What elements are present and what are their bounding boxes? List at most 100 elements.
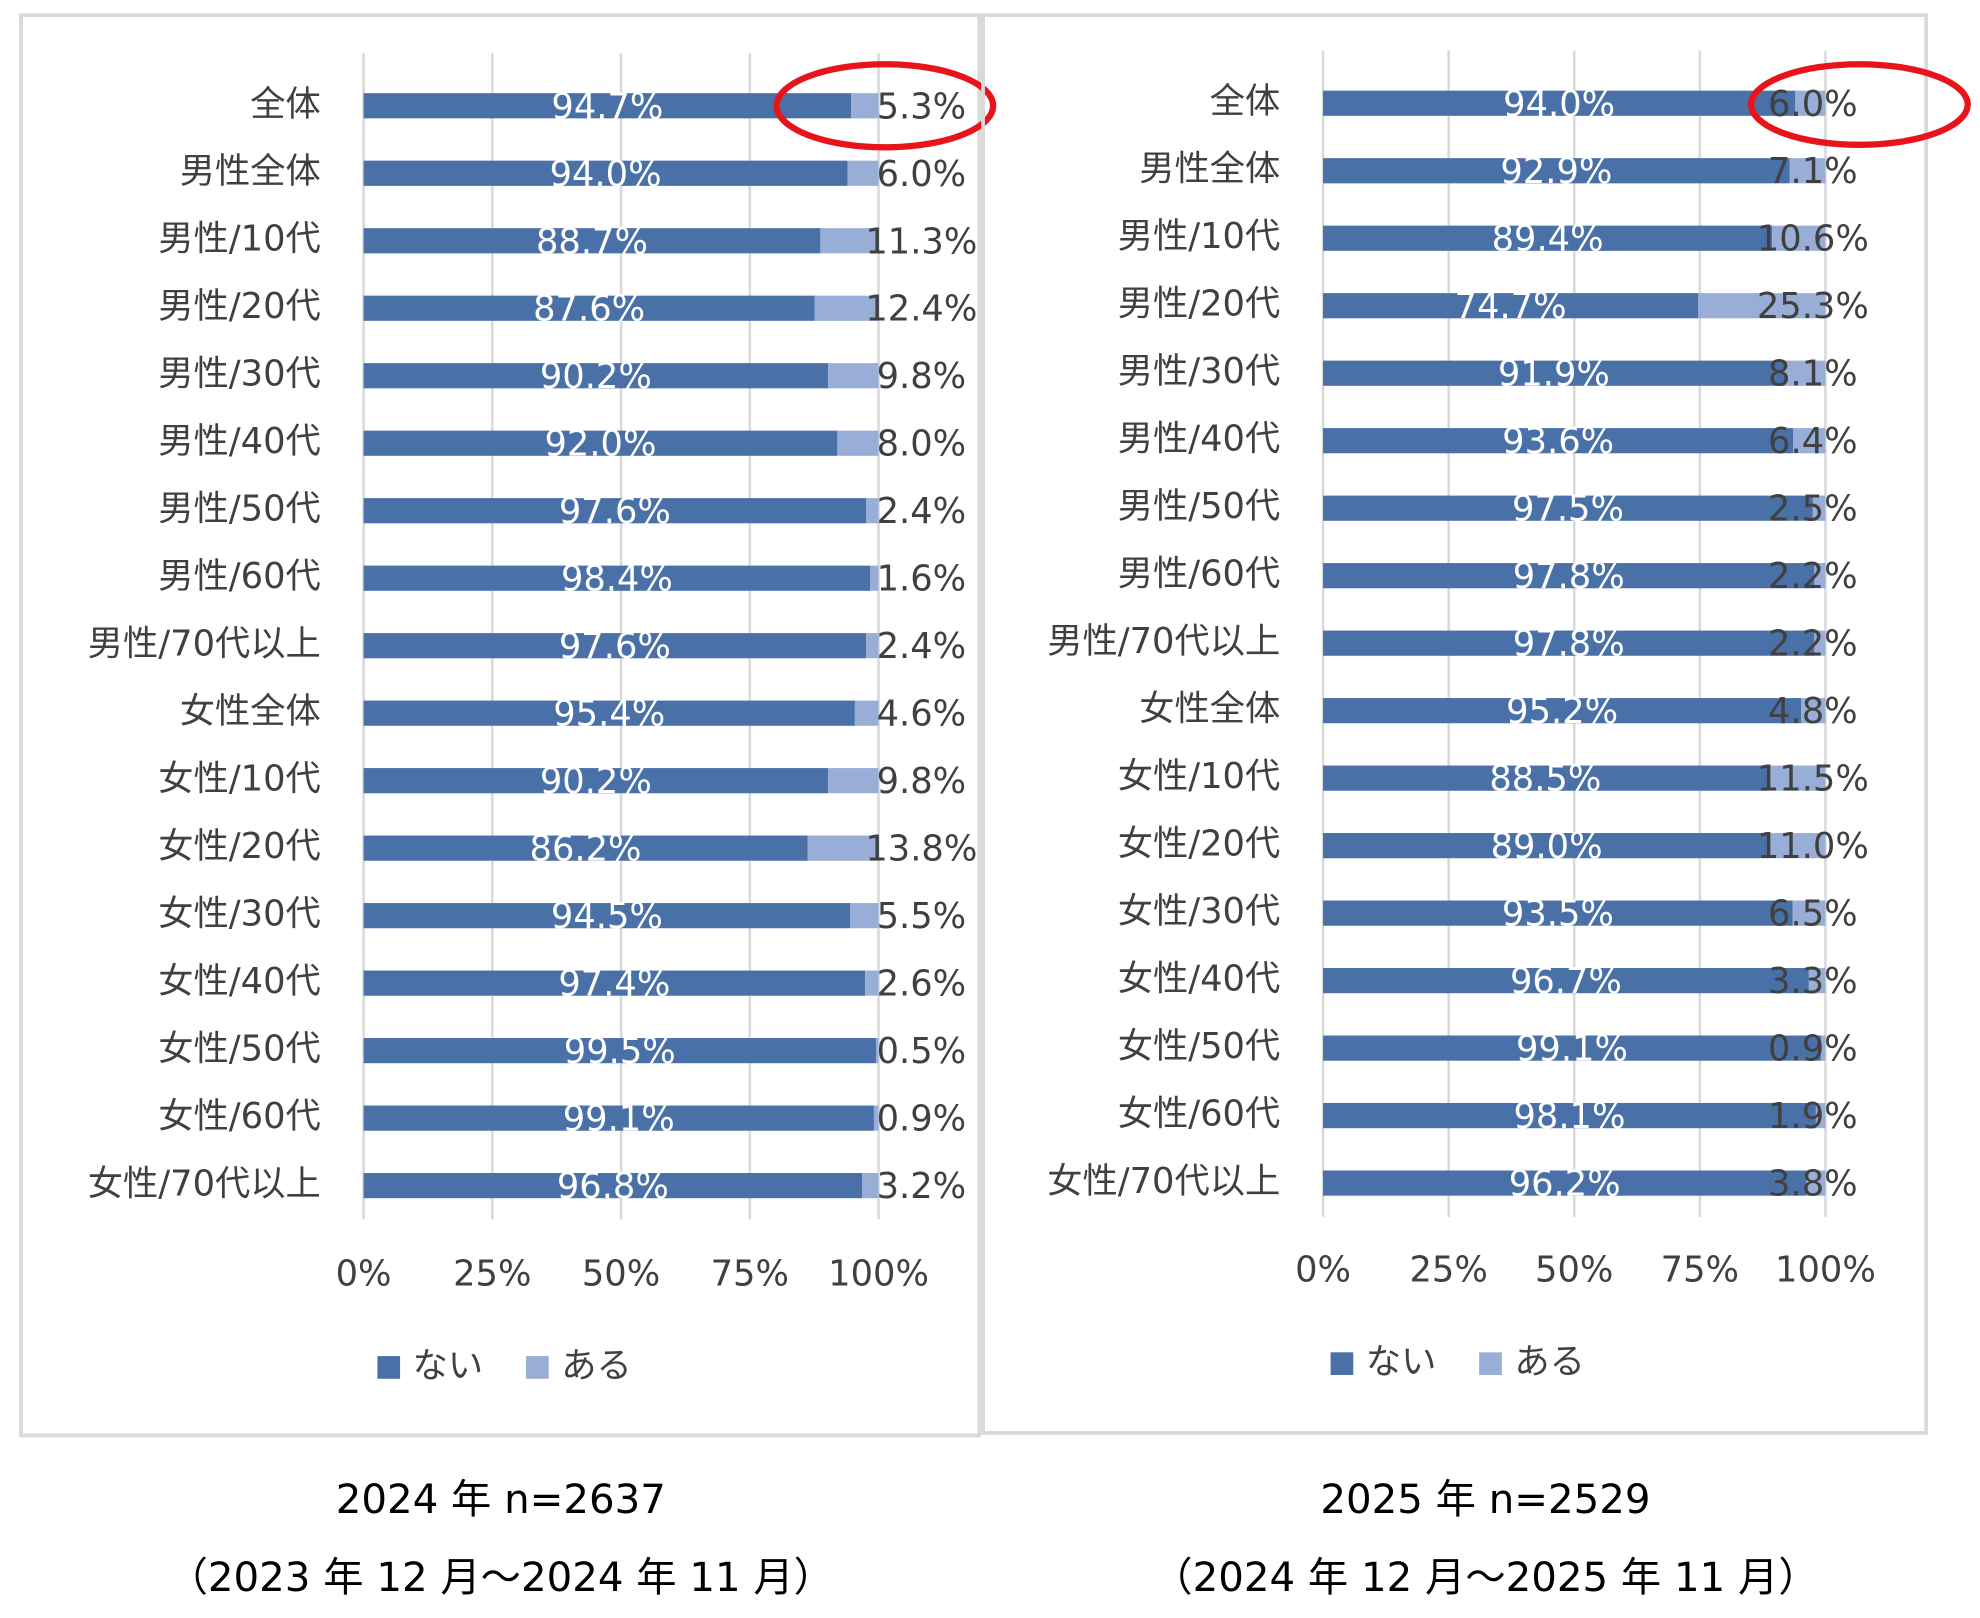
value-label: 2.2% <box>1768 556 1858 597</box>
bar-segment <box>862 1173 879 1199</box>
value-label: 91.9% <box>1498 354 1610 395</box>
value-label: 11.5% <box>1757 759 1869 800</box>
value-label: 1.9% <box>1768 1096 1858 1137</box>
category-label: 女性/50代 <box>1118 1026 1280 1067</box>
category-label: 女性全体 <box>180 691 321 732</box>
value-label: 7.1% <box>1768 151 1858 192</box>
bar-segment <box>1820 1035 1826 1061</box>
value-label: 2.4% <box>877 626 967 667</box>
value-label: 3.3% <box>1768 961 1858 1002</box>
bar-segment <box>828 363 879 389</box>
category-label: 女性/70代以上 <box>88 1164 321 1205</box>
caption: （2024 年 12 月～2025 年 11 月） <box>1152 1554 1818 1601</box>
category-label: 女性/10代 <box>1118 756 1280 797</box>
category-label: 男性全体 <box>1139 149 1280 190</box>
value-label: 2.4% <box>877 491 967 532</box>
chart-panel: 0% 25% 50% 75% 100% 全体 94.0% 6.0% 男性全体 92.9% 7.1% 男… <box>981 13 1971 1601</box>
bar-segment <box>1814 563 1826 589</box>
bar-segment <box>1323 158 1790 184</box>
chart-panel: 0% 25% 50% 75% 100% 全体 94.7% 5.3% 男性全体 94.0% 6.0% 男… <box>19 13 997 1601</box>
panel-border <box>19 13 982 1438</box>
value-label: 11.3% <box>865 221 977 262</box>
value-label: 96.2% <box>1509 1164 1621 1205</box>
bar-segment <box>1801 698 1826 724</box>
x-tick-label: 50% <box>582 1254 660 1295</box>
category-label: 男性/50代 <box>1118 486 1280 527</box>
value-label: 5.3% <box>877 86 967 127</box>
bar-segment <box>1767 765 1826 791</box>
bar-segment <box>870 565 879 591</box>
value-label: 12.4% <box>865 289 977 330</box>
legend-label: ない <box>1366 1342 1437 1383</box>
value-label: 97.6% <box>559 491 671 532</box>
bar-segment <box>851 93 879 119</box>
value-label: 92.0% <box>544 424 656 465</box>
x-tick-label: 50% <box>1535 1250 1613 1291</box>
value-label: 25.3% <box>1757 286 1869 327</box>
value-label: 95.4% <box>553 694 665 735</box>
value-label: 94.7% <box>551 86 663 127</box>
value-label: 0.5% <box>877 1031 967 1072</box>
bar-segment <box>1772 225 1826 251</box>
bar-segment <box>363 160 848 186</box>
value-label: 97.8% <box>1513 624 1625 665</box>
value-label: 9.8% <box>877 356 967 397</box>
x-tick-label: 100% <box>828 1254 929 1295</box>
bar-segment <box>1323 360 1785 386</box>
value-label: 96.8% <box>557 1166 669 1207</box>
value-label: 3.2% <box>877 1166 967 1207</box>
value-label: 6.0% <box>1768 84 1858 125</box>
bar-segment <box>363 565 871 591</box>
bar-segment <box>820 228 879 254</box>
value-label: 9.8% <box>877 761 967 802</box>
bar-segment <box>1770 833 1826 859</box>
value-label: 96.7% <box>1510 961 1622 1002</box>
value-label: 2.6% <box>877 964 967 1005</box>
bar-segment <box>1795 90 1826 116</box>
panel-border <box>981 13 1929 1435</box>
category-label: 女性/50代 <box>158 1029 320 1070</box>
category-label: 女性/60代 <box>1118 1094 1280 1135</box>
x-tick-label: 25% <box>1409 1250 1487 1291</box>
bar-segment <box>363 700 855 726</box>
value-label: 90.2% <box>540 761 652 802</box>
category-label: 女性/40代 <box>158 961 320 1002</box>
value-label: 3.8% <box>1768 1164 1858 1205</box>
category-label: 男性/30代 <box>158 354 320 395</box>
category-label: 男性/40代 <box>158 421 320 462</box>
value-label: 98.4% <box>561 559 673 600</box>
bar-segment <box>1323 900 1793 926</box>
bar-segment <box>363 903 851 929</box>
bar-segment <box>1323 1103 1816 1129</box>
caption: 2024 年 n=2637 <box>336 1476 666 1523</box>
bar-segment <box>363 430 838 456</box>
value-label: 0.9% <box>877 1099 967 1140</box>
bar-segment <box>363 1173 863 1199</box>
bar-segment <box>1814 630 1826 656</box>
category-label: 男性/50代 <box>158 489 320 530</box>
value-label: 74.7% <box>1455 286 1567 327</box>
bar-segment <box>1815 1103 1826 1129</box>
bar-segment <box>363 1038 876 1064</box>
category-label: 男性/60代 <box>1118 554 1280 595</box>
value-label: 94.5% <box>551 896 663 937</box>
bar-segment <box>363 363 829 389</box>
bar-segment <box>814 295 879 321</box>
bar-segment <box>866 498 879 524</box>
value-label: 6.5% <box>1768 894 1858 935</box>
highlight-ellipse <box>1748 61 1971 148</box>
value-label: 86.2% <box>530 829 642 870</box>
value-label: 88.7% <box>536 221 648 262</box>
bar-segment <box>363 295 815 321</box>
bar-segment <box>807 835 879 861</box>
value-label: 13.8% <box>865 829 977 870</box>
category-label: 女性/30代 <box>1118 891 1280 932</box>
value-label: 11.0% <box>1757 826 1869 867</box>
legend-swatch <box>1479 1352 1502 1375</box>
category-label: 男性/60代 <box>158 556 320 597</box>
caption: 2025 年 n=2529 <box>1320 1476 1650 1523</box>
bar-segment <box>1323 1035 1821 1061</box>
category-label: 女性全体 <box>1139 689 1280 730</box>
